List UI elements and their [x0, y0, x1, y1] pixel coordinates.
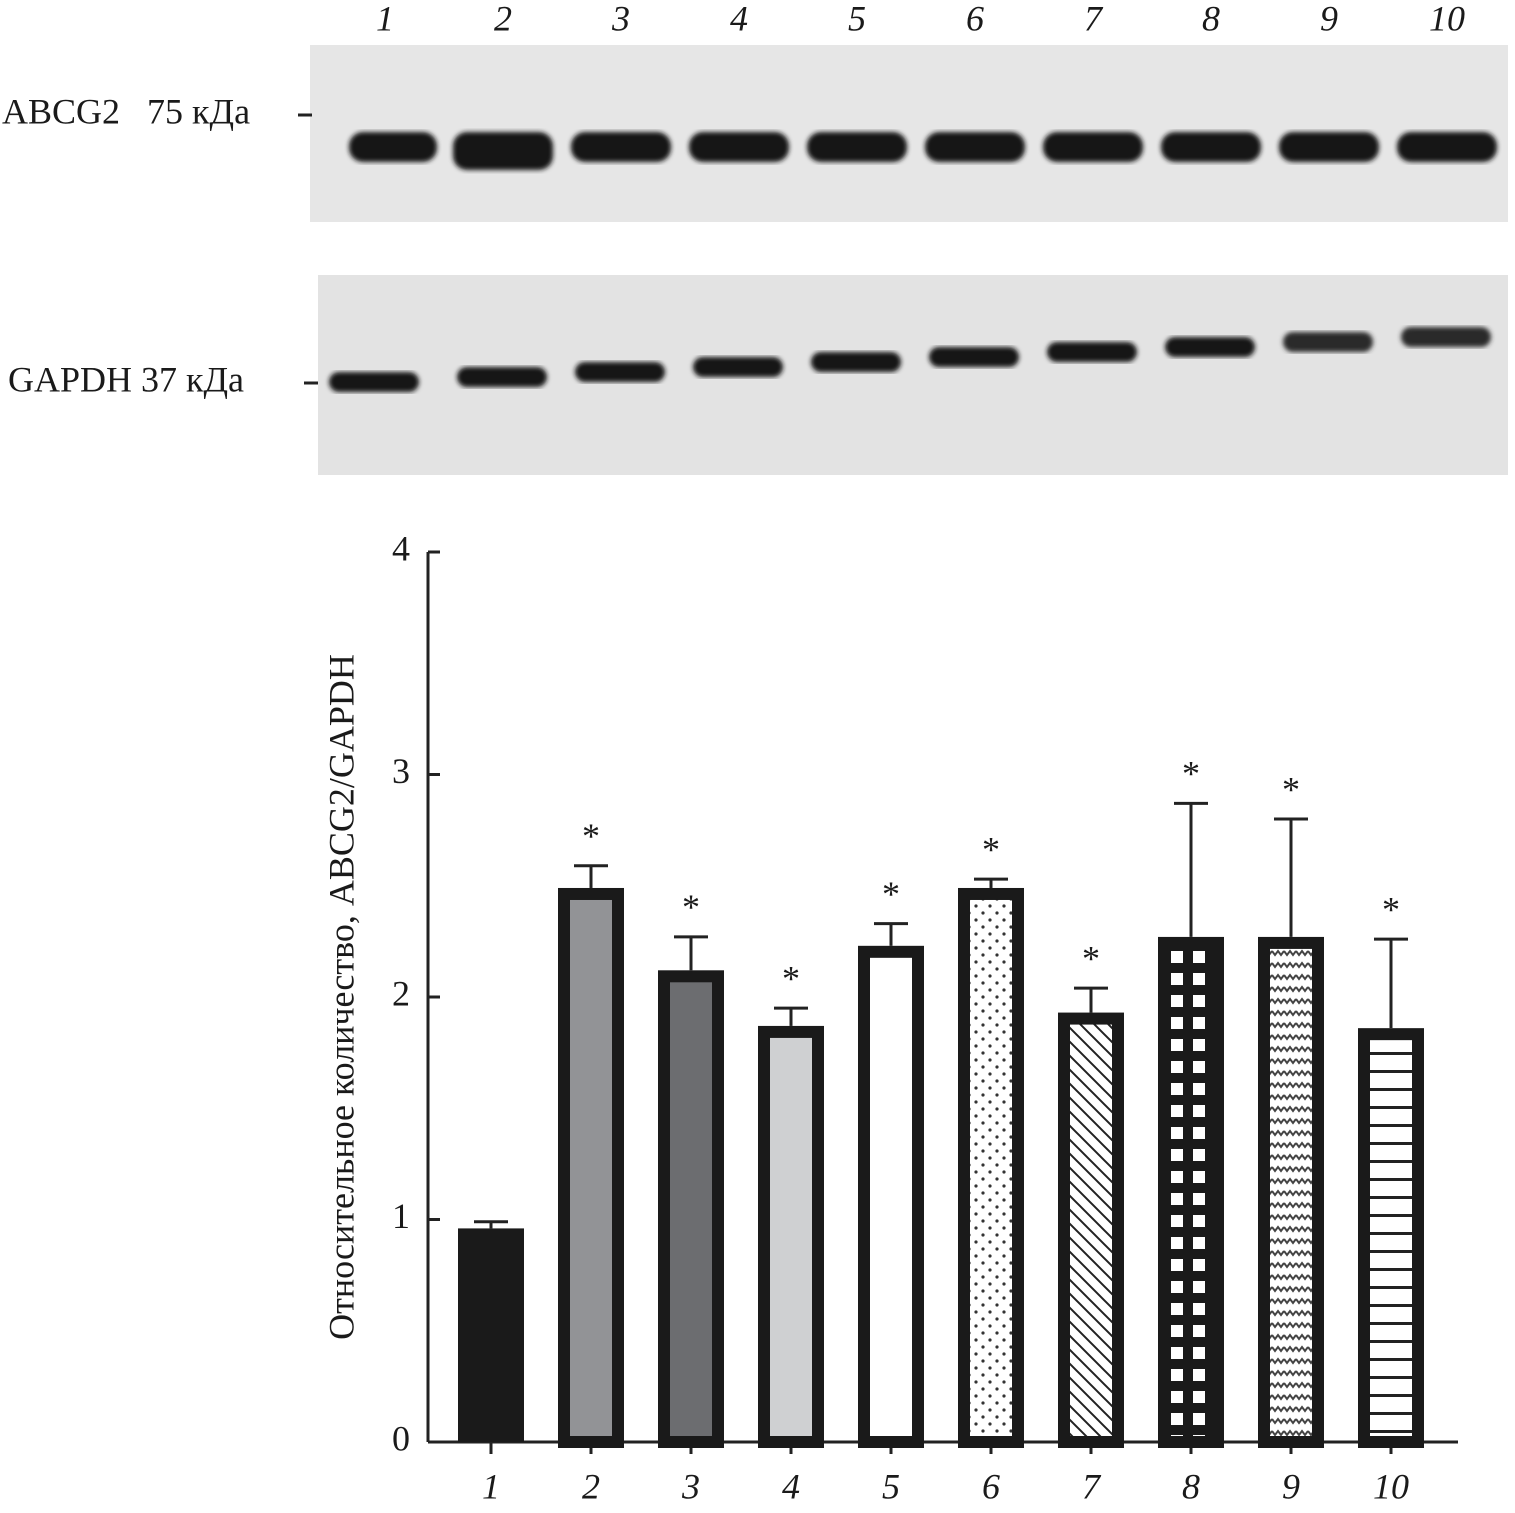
- x-tick-label: 5: [882, 1466, 900, 1506]
- y-tick-label: 0: [392, 1418, 410, 1458]
- bar: [1258, 936, 1324, 1448]
- band: [1161, 132, 1261, 162]
- lane-label: 1: [376, 0, 394, 38]
- x-tick-label: 2: [582, 1466, 600, 1506]
- band: [575, 362, 665, 382]
- lane-label: 5: [848, 0, 866, 38]
- band: [1397, 132, 1497, 162]
- bar: [758, 1025, 824, 1449]
- lane-label: 4: [730, 0, 748, 38]
- y-tick-label: 4: [392, 528, 410, 568]
- band: [457, 367, 547, 387]
- bar: [658, 970, 724, 1448]
- lane-label: 3: [611, 0, 630, 38]
- band: [329, 372, 419, 392]
- significance-mark: *: [982, 829, 1000, 869]
- significance-mark: *: [1282, 769, 1300, 809]
- bar: [958, 887, 1024, 1448]
- x-tick-label: 3: [681, 1466, 700, 1506]
- bar-chart: Относительное количество, ABCG2/GAPDH 0 1…: [321, 528, 1458, 1506]
- significance-mark: *: [1382, 889, 1400, 929]
- bar: [1158, 936, 1224, 1448]
- x-tick-label: 6: [982, 1466, 1000, 1506]
- band: [807, 132, 907, 162]
- bar: [858, 945, 924, 1448]
- significance-mark: *: [1182, 754, 1200, 794]
- band: [1283, 332, 1373, 352]
- significance-mark: *: [882, 874, 900, 914]
- band: [693, 357, 783, 377]
- band: [1279, 132, 1379, 162]
- x-tick-label: 9: [1282, 1466, 1300, 1506]
- x-tick-label: 8: [1182, 1466, 1200, 1506]
- band: [1047, 342, 1137, 362]
- x-tick-label: 10: [1373, 1466, 1409, 1506]
- significance-mark: *: [782, 958, 800, 998]
- band: [1043, 132, 1143, 162]
- y-tick-label: 1: [392, 1196, 410, 1236]
- significance-mark: *: [1082, 938, 1100, 978]
- band: [929, 347, 1019, 367]
- lane-label: 2: [494, 0, 512, 38]
- band: [1165, 337, 1255, 357]
- y-axis-label: Относительное количество, ABCG2/GAPDH: [321, 654, 361, 1340]
- x-tick-label: 7: [1082, 1466, 1102, 1506]
- significance-mark: *: [582, 816, 600, 856]
- band-label: GAPDH 37 кДа: [8, 359, 244, 399]
- band: [811, 352, 901, 372]
- band: [349, 132, 437, 162]
- bar: [1358, 1028, 1424, 1449]
- lane-label: 9: [1320, 0, 1338, 38]
- bar: [1058, 1012, 1124, 1448]
- band-label: ABCG2 75 кДа: [2, 91, 250, 131]
- western-blot: ABCG2 75 кДа GAPDH 37 кДа 1 2 3 4 5 6 7 8 9 10: [2, 0, 1508, 475]
- band: [1401, 327, 1491, 347]
- bar: [558, 887, 624, 1448]
- lane-label: 10: [1429, 0, 1465, 38]
- band: [571, 132, 671, 162]
- y-tick-label: 2: [392, 973, 410, 1013]
- lane-label: 7: [1084, 0, 1104, 38]
- x-tick-label: 4: [782, 1466, 800, 1506]
- band: [689, 132, 789, 162]
- x-tick-label: 1: [482, 1466, 500, 1506]
- bar: [458, 1228, 524, 1442]
- y-tick-label: 3: [392, 751, 410, 791]
- lane-label: 8: [1202, 0, 1220, 38]
- significance-mark: *: [682, 887, 700, 927]
- band: [925, 132, 1025, 162]
- lane-label: 6: [966, 0, 984, 38]
- band: [453, 132, 553, 170]
